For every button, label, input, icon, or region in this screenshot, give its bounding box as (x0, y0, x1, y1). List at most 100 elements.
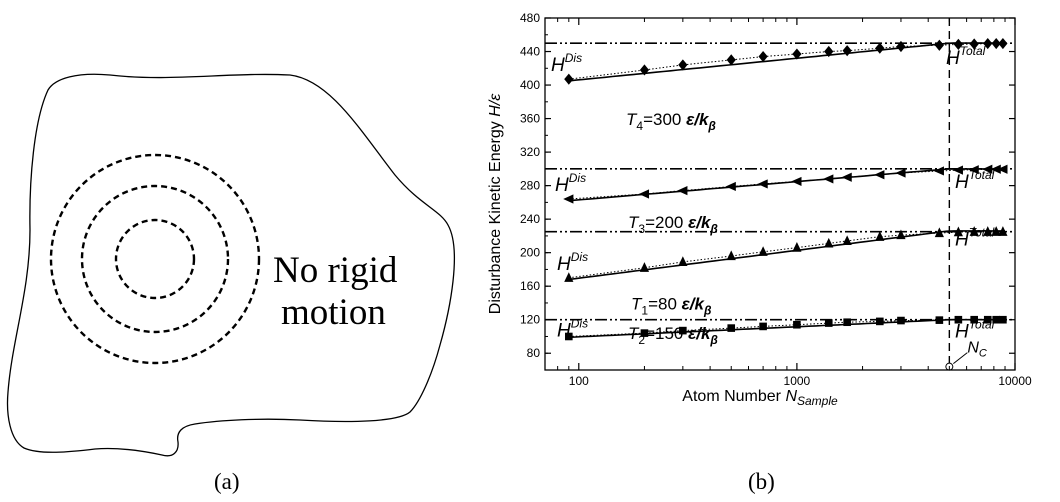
x-tick-label: 1000 (784, 374, 811, 388)
triangle-left-point (997, 164, 1008, 174)
y-axis-label: Disturbance Kinetic Energy H/ε (487, 93, 504, 314)
y-tick-label: 120 (520, 313, 540, 327)
region-boundary (6, 73, 456, 457)
temperature-label: T2=150 ε/kβ (628, 324, 718, 347)
fit-curve (568, 230, 1005, 281)
dashed-circle-small (114, 218, 196, 300)
caption-a: (a) (214, 469, 240, 494)
triangle-left-point (952, 165, 963, 175)
triangle-left-point (677, 186, 688, 196)
diamond-point (969, 38, 979, 50)
fit-curve (568, 168, 1005, 202)
square-point (954, 315, 963, 324)
square-point (970, 315, 978, 324)
triangle-up-point (983, 226, 993, 236)
h-dis-label: HDis (557, 250, 588, 275)
y-tick-label: 280 (520, 179, 540, 193)
triangle-left-point (757, 179, 768, 189)
diamond-point (875, 42, 885, 54)
triangle-up-point (969, 226, 979, 236)
triangle-up-point (726, 250, 736, 261)
x-tick-label: 10000 (998, 374, 1032, 388)
h-total-label: HTotal (946, 44, 986, 69)
h-dis-label: HDis (557, 316, 588, 341)
triangle-up-point (875, 231, 885, 241)
dashed-circle-medium (80, 184, 230, 334)
diamond-point (983, 37, 993, 50)
triangle-up-point (639, 262, 650, 272)
diamond-point (842, 45, 852, 57)
triangle-left-point (791, 176, 802, 187)
square-point (992, 315, 1001, 324)
square-point (897, 316, 905, 325)
h-total-label: HTotal (955, 168, 995, 193)
square-point (983, 315, 992, 324)
triangle-up-point (678, 256, 688, 266)
triangle-left-point (725, 181, 736, 192)
triangle-left-point (563, 194, 574, 204)
diamond-point (934, 39, 944, 51)
diamond-point (726, 54, 736, 66)
triangle-up-point (824, 237, 834, 248)
triangle-left-point (638, 189, 650, 199)
square-point (843, 318, 851, 327)
y-tick-label: 480 (520, 11, 540, 25)
triangle-left-point (968, 165, 979, 175)
diamond-point (824, 45, 834, 58)
y-tick-label: 400 (520, 78, 540, 92)
triangle-up-point (934, 227, 944, 238)
triangle-up-point (564, 272, 574, 282)
caption-b: (b) (748, 469, 775, 494)
triangle-up-point (998, 226, 1008, 236)
diamond-point (639, 64, 650, 76)
data-dotted-line (568, 319, 1003, 337)
no-rigid-text-line2: motion (281, 292, 386, 333)
diamond-point (758, 50, 768, 63)
h-dis-label: HDis (555, 171, 586, 196)
triangle-left-point (990, 164, 1001, 174)
y-tick-label: 240 (520, 212, 540, 226)
diamond-point (564, 73, 574, 85)
x-tick-label: 100 (569, 374, 589, 388)
nc-arrow (953, 352, 968, 365)
triangle-left-point (823, 174, 834, 184)
dashed-circle-large (49, 153, 261, 365)
y-tick-label: 80 (527, 346, 541, 360)
square-point (640, 329, 649, 337)
plot-frame (544, 17, 1016, 371)
triangle-up-point (842, 235, 852, 246)
temperature-label: T1=80 ε/kβ (631, 294, 712, 317)
square-point (727, 324, 736, 332)
triangle-up-point (792, 242, 802, 252)
y-tick-label: 360 (520, 112, 540, 126)
temperature-label: T4=300 ε/kβ (626, 110, 716, 133)
nc-label: NC (967, 340, 987, 360)
h-total-label: HTotal (955, 226, 995, 251)
y-tick-label: 200 (520, 246, 540, 260)
triangle-left-point (933, 166, 944, 176)
square-point (935, 316, 944, 324)
diamond-point (998, 37, 1008, 50)
triangle-left-point (841, 172, 852, 182)
triangle-up-point (991, 226, 1001, 236)
diamond-point (953, 38, 963, 50)
h-dis-label: HDis (551, 51, 582, 76)
fit-curve (568, 42, 1005, 82)
square-point (876, 317, 884, 326)
diamond-point (991, 37, 1001, 50)
square-point (824, 319, 833, 327)
h-total-label: HTotal (955, 318, 995, 343)
x-axis-label: Atom Number NSample (682, 388, 838, 408)
temperature-label: T3=200 ε/kβ (628, 213, 718, 236)
square-point (759, 322, 767, 331)
panel-a: No rigid motion (a) (6, 73, 456, 494)
no-rigid-text-line1: No rigid (273, 250, 398, 291)
triangle-up-point (896, 229, 906, 240)
square-point (565, 332, 573, 341)
y-tick-label: 440 (520, 45, 540, 59)
diamond-point (896, 40, 906, 53)
diamond-point (678, 59, 688, 71)
triangle-up-point (758, 246, 768, 256)
y-tick-label: 160 (520, 279, 540, 293)
chart-panel-b: 80 120 160 200 240 280 320 360 400 440 480 100 1000 1… (487, 11, 1032, 494)
